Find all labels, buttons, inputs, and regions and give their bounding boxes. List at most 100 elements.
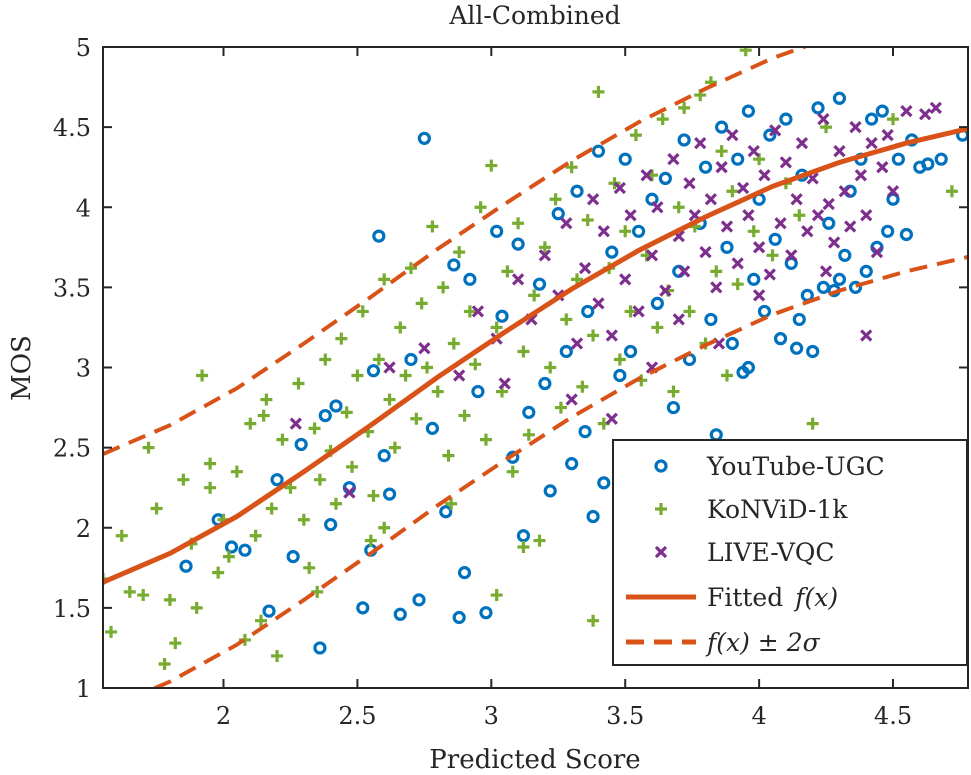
data-point bbox=[150, 502, 163, 515]
data-point bbox=[658, 171, 672, 186]
legend-marker-konvid bbox=[655, 503, 667, 515]
data-point bbox=[324, 517, 338, 532]
data-point bbox=[447, 258, 461, 272]
data-point bbox=[471, 305, 485, 318]
data-point bbox=[887, 113, 900, 126]
legend-marker-live-vqc bbox=[654, 545, 668, 559]
data-point bbox=[260, 393, 273, 406]
legend-label-band: f(x) ± 2σ bbox=[705, 628, 821, 657]
data-point bbox=[383, 393, 396, 406]
data-point bbox=[672, 201, 685, 214]
data-point bbox=[844, 220, 857, 233]
data-point bbox=[212, 566, 225, 579]
data-point bbox=[919, 108, 932, 121]
data-point bbox=[463, 305, 476, 318]
data-point bbox=[605, 245, 619, 259]
data-point bbox=[532, 277, 547, 291]
data-point bbox=[726, 129, 739, 142]
data-point bbox=[538, 249, 552, 262]
data-point bbox=[511, 237, 525, 251]
data-point bbox=[731, 257, 744, 270]
data-point bbox=[597, 225, 610, 238]
data-point bbox=[817, 112, 830, 126]
data-point bbox=[741, 360, 756, 375]
data-point bbox=[742, 209, 755, 222]
data-point bbox=[311, 585, 324, 598]
data-point bbox=[710, 265, 723, 278]
data-point bbox=[715, 161, 728, 174]
data-point bbox=[394, 321, 407, 334]
data-point bbox=[404, 262, 417, 275]
legend-label-konvid: KoNViD-1k bbox=[707, 495, 848, 524]
data-point bbox=[417, 131, 431, 145]
data-point bbox=[651, 201, 664, 214]
data-point bbox=[758, 169, 771, 182]
data-point bbox=[265, 502, 278, 515]
fit-lines-layer bbox=[103, 47, 968, 688]
data-point bbox=[372, 229, 386, 243]
data-point bbox=[632, 305, 645, 318]
data-point bbox=[864, 112, 879, 126]
data-point bbox=[204, 457, 217, 470]
data-point bbox=[313, 473, 326, 486]
data-point bbox=[570, 184, 584, 198]
data-point bbox=[792, 312, 806, 327]
data-point bbox=[453, 246, 466, 259]
data-point bbox=[591, 144, 606, 158]
data-point bbox=[785, 249, 798, 262]
data-point bbox=[768, 232, 782, 246]
data-point bbox=[731, 152, 745, 166]
data-point bbox=[881, 129, 894, 142]
data-point bbox=[632, 224, 646, 238]
data-point bbox=[763, 128, 777, 142]
data-point bbox=[364, 534, 377, 547]
data-point bbox=[549, 193, 562, 206]
data-point bbox=[934, 152, 948, 166]
data-point bbox=[875, 104, 889, 118]
data-point bbox=[659, 284, 672, 297]
data-point bbox=[822, 197, 835, 211]
y-tick-label: 3 bbox=[76, 355, 91, 383]
data-point bbox=[522, 405, 536, 419]
data-point bbox=[624, 305, 637, 318]
data-point bbox=[886, 192, 900, 206]
data-point bbox=[511, 273, 525, 286]
y-axis-label: MOS bbox=[7, 335, 37, 401]
upper-band-line bbox=[103, 47, 810, 456]
data-point bbox=[672, 313, 685, 326]
data-point bbox=[471, 384, 485, 399]
data-point bbox=[498, 377, 511, 390]
data-point bbox=[439, 505, 453, 519]
data-point bbox=[900, 104, 913, 118]
data-point bbox=[179, 559, 193, 573]
y-tick-label: 1.5 bbox=[53, 595, 91, 623]
data-point bbox=[586, 193, 600, 206]
data-point bbox=[560, 313, 573, 326]
data-point bbox=[833, 145, 846, 158]
data-point bbox=[752, 289, 766, 302]
data-point bbox=[752, 241, 766, 254]
data-point bbox=[793, 209, 806, 222]
data-point bbox=[224, 540, 239, 554]
data-point bbox=[297, 513, 310, 526]
data-point bbox=[683, 305, 696, 318]
data-point bbox=[388, 441, 401, 454]
data-point bbox=[425, 421, 439, 435]
data-point bbox=[865, 137, 878, 150]
x-tick-label: 4.5 bbox=[874, 702, 912, 730]
data-point bbox=[485, 159, 498, 172]
data-point bbox=[318, 408, 332, 423]
legend-symbol bbox=[655, 503, 667, 515]
data-point bbox=[667, 385, 680, 398]
data-point bbox=[859, 264, 873, 278]
data-point bbox=[929, 101, 942, 115]
data-point bbox=[645, 249, 659, 262]
data-point bbox=[257, 409, 270, 422]
data-point bbox=[356, 305, 369, 318]
data-point bbox=[592, 85, 605, 98]
data-point bbox=[238, 543, 252, 557]
data-point bbox=[725, 336, 739, 351]
data-point bbox=[605, 412, 618, 425]
data-point bbox=[578, 262, 592, 275]
data-point bbox=[356, 601, 370, 615]
